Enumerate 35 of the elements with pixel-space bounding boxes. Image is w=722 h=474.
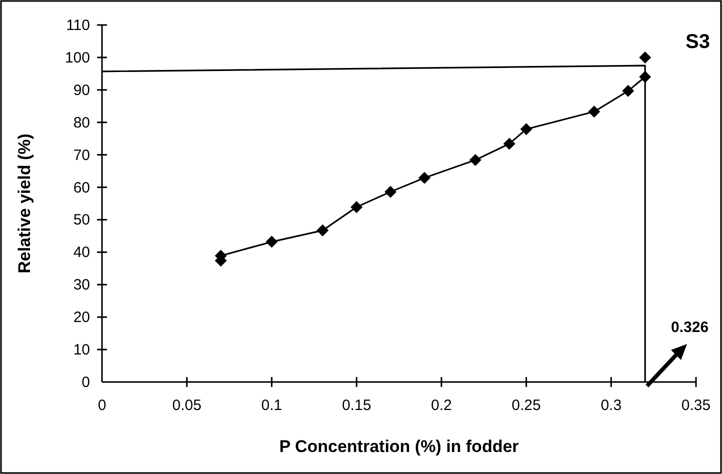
y-axis-title: Relative yield (%) bbox=[15, 134, 34, 274]
point bbox=[503, 138, 516, 150]
y-tick-label: 40 bbox=[73, 244, 90, 262]
point bbox=[418, 172, 430, 184]
x-tick-label: 0.3 bbox=[600, 397, 622, 414]
y-tick-label: 50 bbox=[73, 212, 90, 229]
x-tick-label: 0.2 bbox=[431, 397, 452, 414]
point bbox=[350, 201, 363, 214]
y-tick-label: 30 bbox=[73, 276, 90, 294]
y-tick-label: 10 bbox=[73, 342, 90, 359]
point bbox=[384, 186, 397, 198]
point bbox=[469, 154, 482, 166]
point bbox=[316, 224, 329, 236]
x-tick-label: 0.1 bbox=[261, 397, 282, 414]
x-tick-label: 0.15 bbox=[342, 397, 372, 414]
point bbox=[520, 123, 532, 136]
x-tick-label: 0 bbox=[98, 397, 106, 414]
point bbox=[588, 106, 600, 118]
x-tick-label: 0.05 bbox=[172, 397, 202, 414]
y-tick-label: 80 bbox=[73, 114, 90, 132]
point bbox=[266, 236, 278, 248]
point bbox=[622, 84, 634, 97]
y-tick-label: 0 bbox=[82, 374, 90, 391]
x-axis-title: P Concentration (%) in fodder bbox=[279, 437, 520, 456]
y-tick-label: 100 bbox=[64, 49, 90, 66]
y-tick-label: 70 bbox=[73, 146, 90, 164]
x-tick-label: 0.25 bbox=[512, 397, 541, 414]
y-tick-label: 20 bbox=[73, 309, 90, 326]
chart-title: S3 bbox=[686, 31, 710, 53]
annotation: 0.326 bbox=[671, 319, 709, 336]
x-tick-label: 0.35 bbox=[681, 397, 711, 414]
y-tick-label: 90 bbox=[73, 82, 90, 99]
y-tick-label: 110 bbox=[66, 17, 90, 34]
point bbox=[639, 51, 652, 64]
y-tick-label: 60 bbox=[73, 179, 90, 196]
